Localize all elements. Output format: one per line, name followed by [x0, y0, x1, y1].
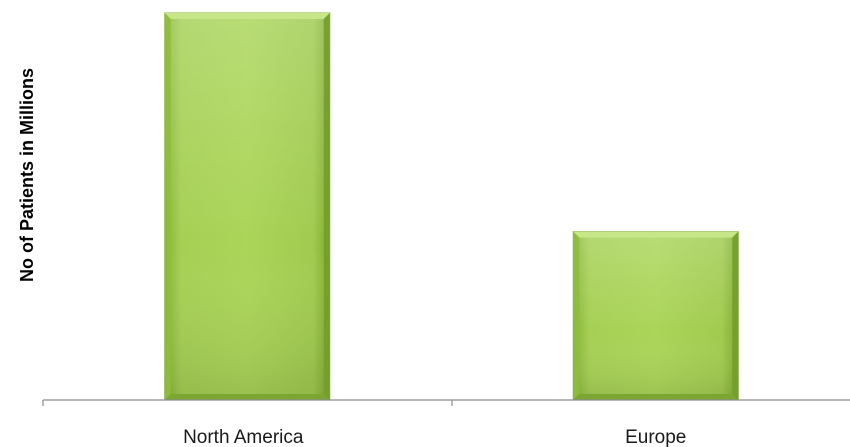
y-axis-title: No of Patients in Millions: [17, 68, 37, 282]
x-tick-label: Europe: [625, 427, 686, 447]
bar-shading: [164, 13, 330, 400]
x-tick-label: North America: [183, 427, 304, 447]
bar-bevel-right: [323, 13, 330, 400]
bar-bevel-left: [164, 13, 171, 400]
x-tick-labels: North America Europe: [183, 427, 686, 447]
bar-bevel-bottom: [164, 394, 330, 400]
bar-bevel-left: [573, 231, 580, 400]
bars-group: [164, 12, 739, 401]
bar-europe: [572, 231, 739, 401]
bar-bevel-top: [573, 231, 739, 238]
bar-bevel-right: [732, 231, 739, 400]
bar-shading: [573, 231, 739, 400]
bar-bevel-top: [164, 13, 330, 19]
bar-north-america: [164, 12, 331, 401]
bar-bevel-bottom: [573, 394, 739, 400]
